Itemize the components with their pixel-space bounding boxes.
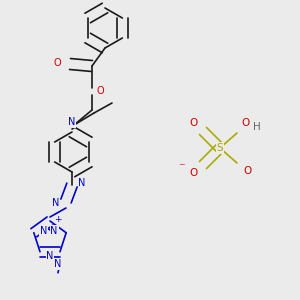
- Text: +: +: [54, 215, 62, 224]
- Text: O: O: [243, 166, 251, 176]
- Text: N: N: [68, 117, 76, 127]
- Text: O: O: [53, 58, 61, 68]
- Text: ⁻: ⁻: [178, 161, 184, 175]
- Text: O: O: [189, 168, 197, 178]
- Text: N: N: [78, 178, 86, 188]
- Text: N: N: [46, 251, 54, 261]
- Text: N: N: [54, 259, 62, 269]
- Text: O: O: [96, 86, 104, 96]
- Text: O: O: [241, 118, 249, 128]
- Text: O: O: [189, 118, 197, 128]
- Text: N: N: [50, 226, 58, 236]
- Text: S: S: [217, 143, 223, 153]
- Text: H: H: [253, 122, 261, 132]
- Text: N: N: [40, 226, 47, 236]
- Text: N: N: [52, 198, 60, 208]
